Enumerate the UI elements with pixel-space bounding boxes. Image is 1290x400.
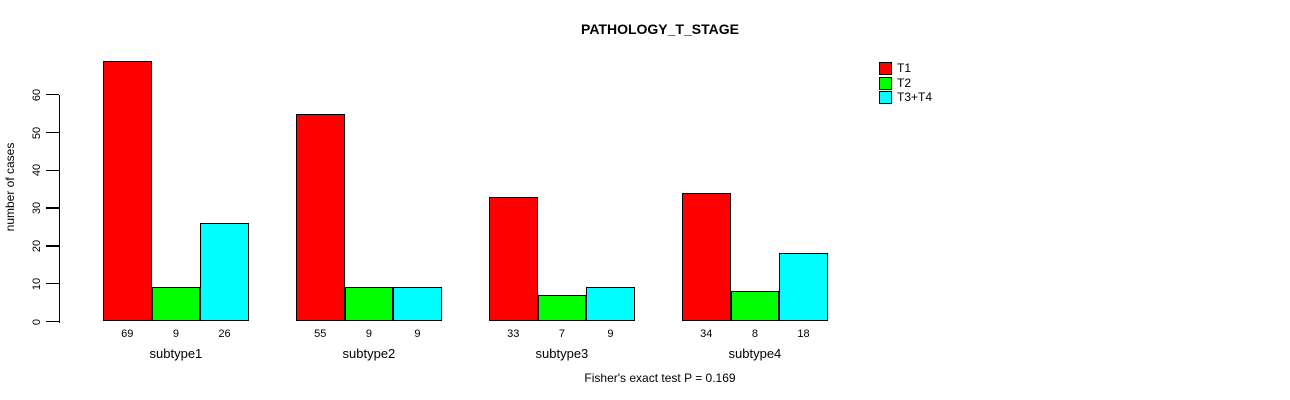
y-tick-label: 40 [31, 164, 43, 177]
legend-item-t1: T1 [879, 62, 932, 75]
bar-subtype2-t3+t4 [393, 287, 442, 322]
bar-value-label-subtype2-t3+t4: 9 [414, 328, 421, 340]
bar-subtype2-t2 [344, 287, 394, 322]
bar-subtype4-t2 [730, 291, 780, 322]
y-tick-label: 10 [31, 277, 43, 290]
bar-value-label-subtype3-t3+t4: 9 [607, 328, 614, 340]
bar-value-label-subtype4-t1: 34 [700, 328, 713, 340]
bar-subtype1-t1 [103, 60, 152, 322]
bar-value-label-subtype1-t1: 69 [121, 328, 134, 340]
bar-subtype3-t3+t4 [586, 287, 635, 322]
y-tick-label: 30 [31, 201, 43, 215]
y-axis-line [58, 94, 60, 323]
legend-item-t2: T2 [879, 75, 932, 90]
bar-value-label-subtype1-t3+t4: 26 [218, 328, 231, 340]
bar-value-label-subtype4-t2: 8 [751, 328, 758, 340]
legend-swatch-t2 [879, 76, 892, 90]
bar-subtype3-t1 [489, 196, 538, 322]
y-tick-label: 0 [31, 318, 43, 325]
bar-value-label-subtype2-t1: 55 [314, 328, 327, 340]
chart-title: PATHOLOGY_T_STAGE [581, 21, 739, 37]
y-tick-mark [46, 245, 59, 247]
bar-subtype4-t3+t4 [779, 253, 828, 322]
y-axis-label: number of cases [3, 142, 17, 232]
bar-subtype3-t2 [537, 295, 587, 322]
legend-label-t3t4: T3+T4 [897, 90, 933, 104]
category-label-subtype2: subtype2 [342, 346, 396, 361]
bar-subtype1-t3+t4 [200, 223, 249, 322]
bar-value-label-subtype2-t2: 9 [365, 328, 372, 340]
y-tick-mark [46, 131, 59, 134]
legend: T1 T2 T3+T4 [879, 62, 932, 104]
y-tick-mark [46, 93, 59, 96]
legend-item-t3t4: T3+T4 [879, 91, 932, 104]
legend-swatch-t1 [879, 62, 892, 75]
bar-value-label-subtype3-t1: 33 [507, 328, 520, 340]
category-label-subtype1: subtype1 [149, 346, 203, 361]
y-tick-mark [46, 169, 59, 172]
y-tick-mark [46, 320, 59, 323]
bar-subtype1-t2 [151, 287, 201, 322]
y-tick-mark [46, 207, 59, 209]
legend-label-t1: T1 [897, 61, 912, 75]
category-label-subtype3: subtype3 [535, 346, 589, 361]
bar-subtype4-t1 [682, 192, 731, 322]
bar-value-label-subtype4-t3+t4: 18 [797, 328, 810, 340]
y-tick-label: 50 [31, 126, 43, 139]
y-tick-mark [46, 282, 59, 285]
annotation-fishers-test: Fisher's exact test P = 0.169 [584, 371, 736, 385]
category-label-subtype4: subtype4 [728, 346, 782, 361]
y-tick-label: 60 [31, 88, 43, 101]
bar-value-label-subtype3-t2: 7 [558, 328, 565, 340]
bar-subtype2-t1 [296, 113, 345, 322]
legend-swatch-t3t4 [879, 91, 892, 104]
bar-value-label-subtype1-t2: 9 [172, 328, 179, 340]
legend-label-t2: T2 [897, 75, 912, 90]
y-tick-label: 20 [31, 239, 43, 253]
